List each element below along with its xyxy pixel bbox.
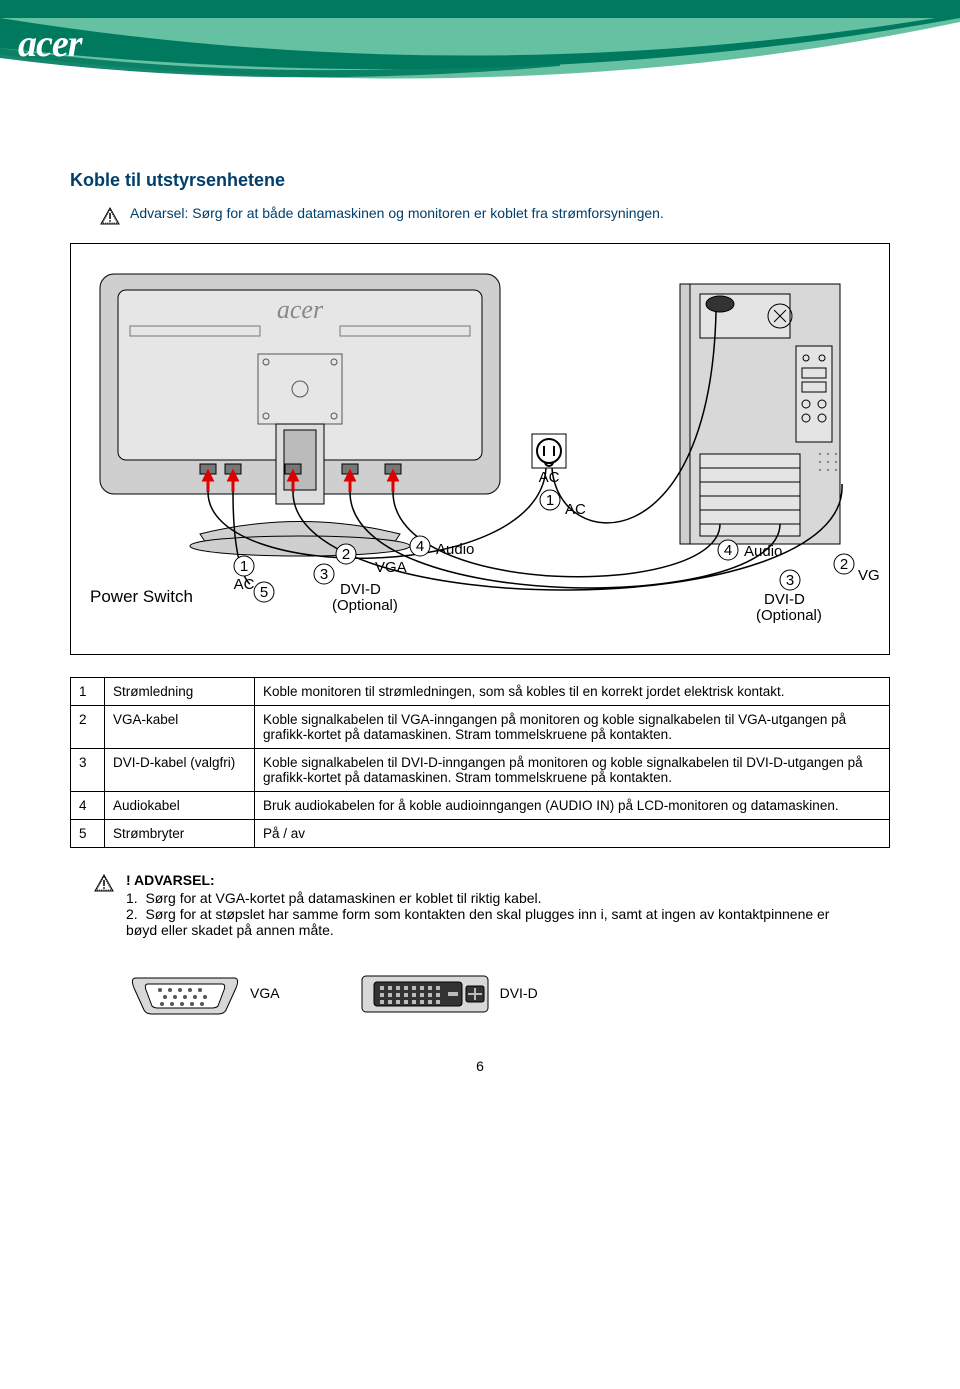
svg-text:Power Switch: Power Switch xyxy=(90,587,193,606)
diagram-ac-outlet: AC xyxy=(532,434,566,486)
row-number: 5 xyxy=(71,820,105,848)
warning-icon xyxy=(94,874,114,892)
page-number: 6 xyxy=(70,1058,890,1074)
page-content: Koble til utstyrsenhetene Advarsel: Sørg… xyxy=(0,110,960,1104)
svg-text:AC: AC xyxy=(565,501,586,518)
diagram-monitor: acer xyxy=(100,274,500,556)
page-header: acer xyxy=(0,0,960,110)
table-row: 3DVI-D-kabel (valgfri)Koble signalkabele… xyxy=(71,749,890,792)
row-desc: Bruk audiokabelen for å koble audioinnga… xyxy=(255,792,890,820)
row-number: 1 xyxy=(71,678,105,706)
svg-text:Audio: Audio xyxy=(744,543,782,560)
vga-connector: VGA xyxy=(130,968,280,1018)
table-row: 1StrømledningKoble monitoren til strømle… xyxy=(71,678,890,706)
row-desc: Koble monitoren til strømledningen, som … xyxy=(255,678,890,706)
svg-text:(Optional): (Optional) xyxy=(332,597,398,614)
top-warning: Advarsel: Sørg for at både datamaskinen … xyxy=(100,205,890,225)
row-name: VGA-kabel xyxy=(105,706,255,749)
bottom-warning: ! ADVARSEL: 1. Sørg for at VGA-kortet på… xyxy=(94,872,890,938)
svg-text:AC: AC xyxy=(234,576,255,593)
cable-table: 1StrømledningKoble monitoren til strømle… xyxy=(70,677,890,848)
row-number: 3 xyxy=(71,749,105,792)
svg-text:DVI-D: DVI-D xyxy=(340,581,381,598)
header-swoosh xyxy=(0,0,960,110)
row-number: 4 xyxy=(71,792,105,820)
row-number: 2 xyxy=(71,706,105,749)
svg-text:2: 2 xyxy=(840,556,848,573)
svg-text:Audio: Audio xyxy=(436,541,474,558)
row-desc: Koble signalkabelen til VGA-inngangen på… xyxy=(255,706,890,749)
svg-text:(Optional): (Optional) xyxy=(756,607,822,624)
dvi-label: DVI-D xyxy=(500,985,538,1001)
bottom-warning-item-1: 1. Sørg for at VGA-kortet på datamaskine… xyxy=(126,890,846,906)
section-title: Koble til utstyrsenhetene xyxy=(70,170,890,191)
diagram-monitor-logo: acer xyxy=(277,295,324,324)
svg-text:VGA: VGA xyxy=(375,559,407,576)
svg-text:VGA: VGA xyxy=(858,567,880,584)
top-warning-text: Advarsel: Sørg for at både datamaskinen … xyxy=(130,205,664,221)
svg-text:DVI-D: DVI-D xyxy=(764,591,805,608)
table-row: 2VGA-kabelKoble signalkabelen til VGA-in… xyxy=(71,706,890,749)
row-name: Strømledning xyxy=(105,678,255,706)
diagram-svg: acer xyxy=(80,254,880,644)
svg-text:4: 4 xyxy=(724,542,732,559)
row-name: Audiokabel xyxy=(105,792,255,820)
table-row: 4AudiokabelBruk audiokabelen for å koble… xyxy=(71,792,890,820)
svg-text:1: 1 xyxy=(240,558,248,575)
table-row: 5StrømbryterPå / av xyxy=(71,820,890,848)
brand-logo: acer xyxy=(18,22,82,66)
svg-text:2: 2 xyxy=(342,546,350,563)
warning-icon xyxy=(100,207,120,225)
svg-text:3: 3 xyxy=(786,572,794,589)
svg-text:3: 3 xyxy=(320,566,328,583)
svg-text:1: 1 xyxy=(546,492,554,509)
row-desc: På / av xyxy=(255,820,890,848)
dvi-connector: DVI-D xyxy=(360,968,538,1018)
row-name: Strømbryter xyxy=(105,820,255,848)
connector-illustrations: VGA DVI-D xyxy=(130,968,890,1018)
svg-text:5: 5 xyxy=(260,584,268,601)
row-desc: Koble signalkabelen til DVI-D-inngangen … xyxy=(255,749,890,792)
vga-label: VGA xyxy=(250,985,280,1001)
bottom-warning-item-2: 2. Sørg for at støpslet har samme form s… xyxy=(126,906,846,938)
row-name: DVI-D-kabel (valgfri) xyxy=(105,749,255,792)
svg-text:AC: AC xyxy=(539,469,560,486)
bottom-warning-heading: ! ADVARSEL: xyxy=(126,872,846,888)
diagram-pc-tower xyxy=(680,284,840,544)
svg-text:4: 4 xyxy=(416,538,424,555)
connection-diagram: acer xyxy=(70,243,890,655)
